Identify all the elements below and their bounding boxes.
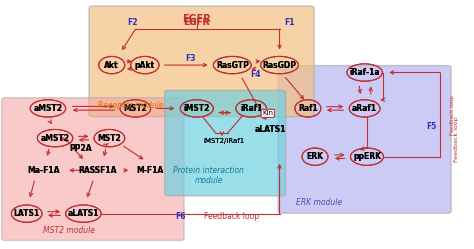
Text: F5: F5 <box>426 123 437 131</box>
Text: ERK: ERK <box>307 152 323 161</box>
FancyBboxPatch shape <box>278 65 451 213</box>
Text: pAkt: pAkt <box>135 61 155 69</box>
Text: aLATS1: aLATS1 <box>68 209 99 218</box>
Text: iMST2/iRaf1: iMST2/iRaf1 <box>203 138 245 144</box>
Text: RasGTP: RasGTP <box>216 61 249 69</box>
Text: F1: F1 <box>284 18 295 27</box>
Text: RasGDP: RasGDP <box>263 61 297 69</box>
Text: iRaf-1a: iRaf-1a <box>349 68 380 77</box>
Text: MST2: MST2 <box>98 134 121 143</box>
Text: LATS1: LATS1 <box>14 209 40 218</box>
Text: Raf1: Raf1 <box>298 104 318 113</box>
Text: aMST2: aMST2 <box>34 104 63 113</box>
Text: Kin: Kin <box>262 110 273 116</box>
Text: Ma-F1A: Ma-F1A <box>27 166 59 175</box>
Text: EGFR: EGFR <box>183 18 210 27</box>
Text: ppERK: ppERK <box>353 152 381 161</box>
Text: Akt: Akt <box>104 61 119 69</box>
Text: iRaf1: iRaf1 <box>240 104 263 113</box>
Text: Raf1: Raf1 <box>298 104 318 113</box>
Text: aLATS1: aLATS1 <box>255 125 286 134</box>
Text: aLATS1: aLATS1 <box>68 209 99 218</box>
Text: iMST2/iRaf1: iMST2/iRaf1 <box>203 138 245 144</box>
Text: ERK module: ERK module <box>296 198 342 207</box>
Text: aLATS1: aLATS1 <box>255 125 286 134</box>
Text: RasGDP: RasGDP <box>263 61 297 69</box>
Text: Ma-F1A: Ma-F1A <box>27 166 59 175</box>
Text: pAkt: pAkt <box>135 61 155 69</box>
Text: aRaf1: aRaf1 <box>352 104 377 113</box>
Text: iMST2: iMST2 <box>183 104 210 113</box>
Text: EGFR: EGFR <box>182 14 211 24</box>
Text: MST2: MST2 <box>98 134 121 143</box>
Text: EGFR: EGFR <box>183 18 210 27</box>
Text: F6: F6 <box>175 212 186 221</box>
Text: Protein interaction
module: Protein interaction module <box>173 166 244 185</box>
Text: RasGTP: RasGTP <box>216 61 249 69</box>
Text: Feedback loop: Feedback loop <box>449 95 455 134</box>
Text: Akt: Akt <box>104 61 119 69</box>
Text: ppERK: ppERK <box>353 152 381 161</box>
Text: Kin: Kin <box>262 110 273 116</box>
Text: PP2A: PP2A <box>70 143 92 153</box>
Text: RASSF1A: RASSF1A <box>78 166 117 175</box>
Text: aMST2: aMST2 <box>41 134 70 143</box>
Text: iMST2: iMST2 <box>183 104 210 113</box>
FancyBboxPatch shape <box>89 6 314 117</box>
Text: F3: F3 <box>185 54 195 63</box>
Text: F2: F2 <box>127 18 137 27</box>
Text: F4: F4 <box>250 70 260 79</box>
Text: ERK: ERK <box>307 152 323 161</box>
Text: RASSF1A: RASSF1A <box>78 166 117 175</box>
Text: iRaf1: iRaf1 <box>240 104 263 113</box>
Text: LATS1: LATS1 <box>14 209 40 218</box>
Text: M-F1A: M-F1A <box>136 166 163 175</box>
Text: aMST2: aMST2 <box>34 104 63 113</box>
Text: iRaf-1a: iRaf-1a <box>349 68 380 77</box>
Text: aMST2: aMST2 <box>41 134 70 143</box>
Text: MST2: MST2 <box>124 104 147 113</box>
Text: MST2: MST2 <box>124 104 147 113</box>
Text: Receptor module: Receptor module <box>98 101 163 110</box>
Text: Feedback loop: Feedback loop <box>454 117 459 162</box>
FancyBboxPatch shape <box>1 98 184 240</box>
FancyBboxPatch shape <box>164 90 286 196</box>
Text: aRaf1: aRaf1 <box>352 104 377 113</box>
Text: PP2A: PP2A <box>70 143 92 153</box>
Text: M-F1A: M-F1A <box>136 166 163 175</box>
Text: MST2 module: MST2 module <box>43 226 95 235</box>
Text: Feedback loop: Feedback loop <box>204 212 259 221</box>
